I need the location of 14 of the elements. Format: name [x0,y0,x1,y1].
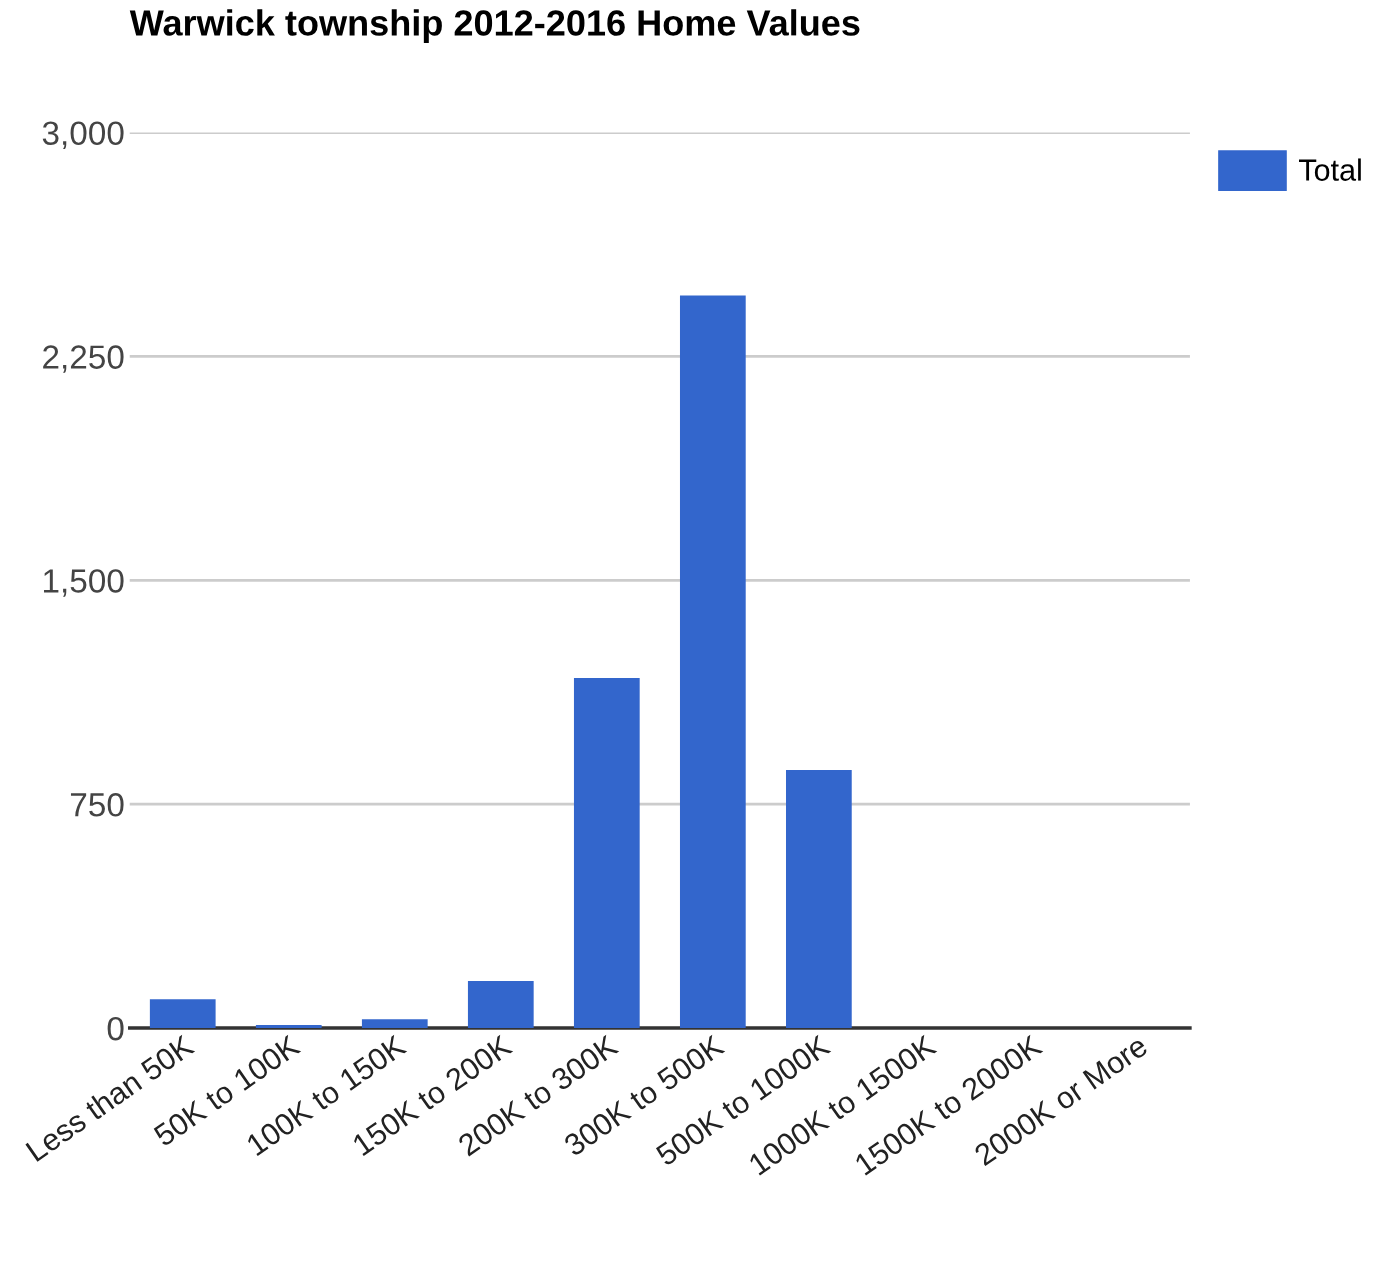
y-tick-label: 1,500 [44,569,124,597]
y-tick-label: 2,250 [43,345,124,373]
bar [467,980,534,1029]
y-tick-label: 0 [107,1016,124,1041]
bar [679,295,746,1029]
bar [255,1025,322,1029]
legend-label: Total [1299,158,1361,181]
chart-title: Warwick township 2012-2016 Home Values [129,9,860,43]
y-tick-label: 3,000 [42,121,124,149]
bar [786,769,852,1029]
y-tick-label: 750 [70,793,124,817]
bar [361,1019,428,1029]
bar [149,999,216,1029]
bar [573,677,640,1029]
